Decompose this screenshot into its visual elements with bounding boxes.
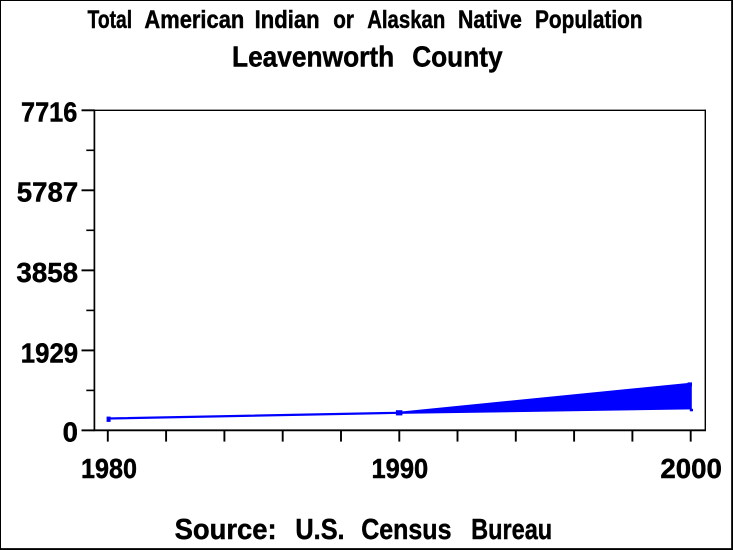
svg-text:American: American <box>144 7 244 34</box>
svg-text:2000: 2000 <box>660 453 722 484</box>
svg-text:Population: Population <box>535 7 643 34</box>
svg-text:0: 0 <box>63 417 78 448</box>
svg-text:County: County <box>412 42 502 74</box>
svg-text:3858: 3858 <box>16 257 78 288</box>
svg-text:1980: 1980 <box>81 453 137 484</box>
svg-text:Source:: Source: <box>175 514 277 546</box>
svg-text:Bureau: Bureau <box>471 514 552 546</box>
svg-text:7716: 7716 <box>21 97 77 128</box>
svg-text:5787: 5787 <box>17 176 78 207</box>
svg-text:Leavenworth: Leavenworth <box>232 42 394 74</box>
svg-text:Census: Census <box>361 514 451 546</box>
svg-text:or: or <box>333 7 354 34</box>
svg-text:Native: Native <box>458 7 522 34</box>
svg-text:1929: 1929 <box>21 337 78 368</box>
svg-text:Alaskan: Alaskan <box>367 7 445 34</box>
svg-text:Total: Total <box>88 7 133 34</box>
svg-text:Indian: Indian <box>255 7 320 34</box>
svg-text:U.S.: U.S. <box>295 514 344 546</box>
svg-text:1990: 1990 <box>372 453 429 484</box>
